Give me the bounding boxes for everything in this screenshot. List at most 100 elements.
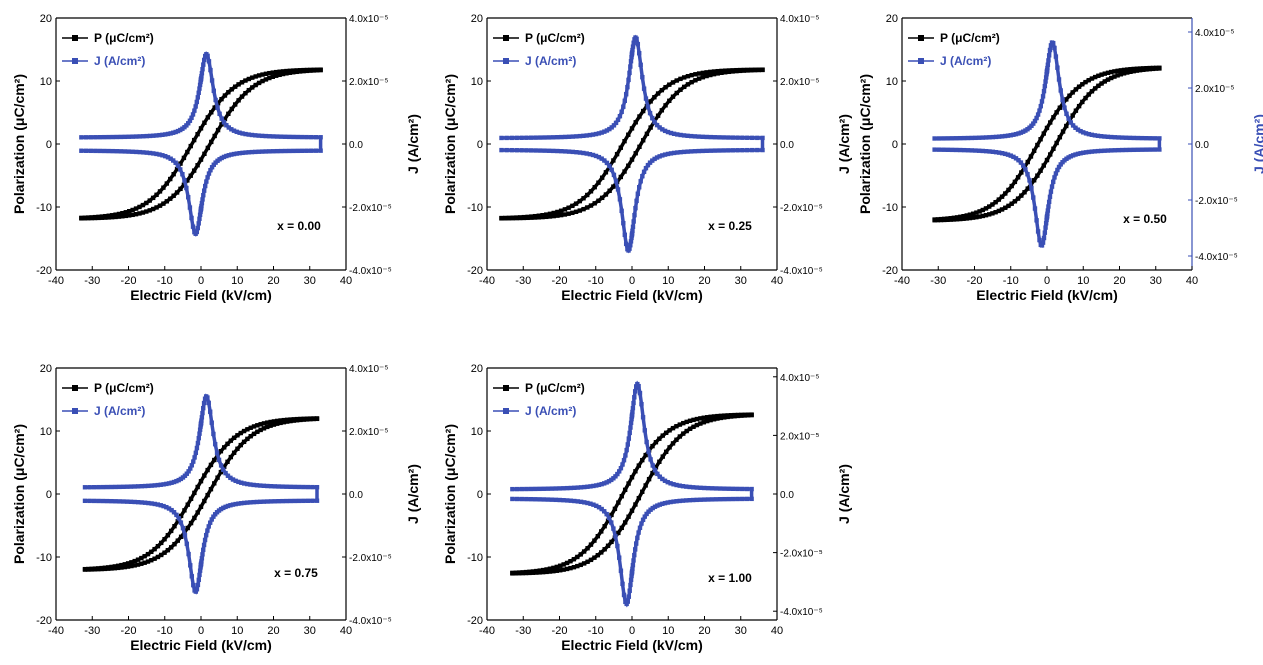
- current-point: [704, 134, 709, 140]
- polarization-point: [205, 115, 211, 120]
- current-point: [139, 484, 144, 489]
- polarization-point: [1035, 142, 1040, 148]
- polarization-point: [1070, 90, 1075, 95]
- current-point: [296, 498, 302, 504]
- polarization-point: [1064, 123, 1069, 129]
- polarization-point: [760, 67, 765, 72]
- polarization-point: [270, 74, 275, 79]
- x-tick-label: -10: [588, 625, 604, 637]
- polarization-point: [1038, 168, 1043, 173]
- polarization-point: [251, 431, 257, 437]
- polarization-point: [311, 416, 316, 421]
- current-point: [192, 108, 197, 113]
- current-point: [976, 148, 982, 153]
- polarization-point: [961, 214, 966, 219]
- current-point: [609, 520, 614, 525]
- current-point: [1089, 149, 1095, 154]
- current-point: [677, 483, 682, 488]
- polarization-point: [132, 558, 137, 564]
- polarization-point: [248, 434, 253, 439]
- polarization-point: [1038, 137, 1043, 142]
- current-point: [549, 497, 555, 502]
- polarization-point: [618, 174, 624, 180]
- current-point: [953, 147, 959, 153]
- polarization-point: [157, 189, 163, 194]
- current-point: [625, 599, 631, 604]
- current-point: [578, 499, 584, 505]
- current-point: [613, 474, 618, 479]
- current-point: [566, 149, 572, 154]
- current-point: [581, 150, 586, 156]
- current-point: [278, 148, 284, 154]
- current-point: [660, 127, 665, 132]
- current-point: [149, 483, 154, 488]
- current-point: [191, 582, 196, 588]
- current-point: [160, 132, 165, 138]
- polarization-point: [222, 464, 227, 470]
- current-point: [650, 463, 655, 468]
- current-point: [652, 119, 657, 125]
- polarization-point: [687, 418, 693, 423]
- current-point: [640, 517, 646, 523]
- y-tick-label: -20: [882, 265, 898, 277]
- legend-entry: P (μC/cm²): [525, 31, 585, 45]
- current-point: [242, 481, 247, 486]
- polarization-point: [547, 569, 553, 574]
- current-point: [1070, 123, 1076, 128]
- polarization-point: [219, 122, 224, 127]
- current-point: [305, 484, 311, 490]
- polarization-point: [1060, 129, 1066, 134]
- current-point: [1120, 147, 1125, 153]
- polarization-point: [205, 467, 210, 473]
- current-point: [647, 160, 653, 165]
- polarization-point: [618, 145, 624, 150]
- current-point: [193, 450, 199, 456]
- current-point: [629, 571, 635, 576]
- current-point: [1045, 208, 1051, 213]
- current-point: [499, 147, 504, 153]
- current-point: [624, 447, 629, 453]
- current-point: [1083, 150, 1089, 155]
- current-point: [295, 148, 300, 154]
- current-point: [538, 148, 543, 153]
- polarization-point: [314, 416, 320, 421]
- current-point: [93, 135, 98, 140]
- current-point: [637, 390, 643, 396]
- current-point: [634, 36, 639, 42]
- polarization-point: [700, 70, 706, 76]
- current-point: [570, 149, 576, 155]
- polarization-point: [185, 502, 190, 507]
- polarization-point: [958, 216, 963, 222]
- polarization-point: [1019, 193, 1024, 198]
- polarization-point: [263, 77, 269, 82]
- polarization-point: [152, 546, 157, 552]
- polarization-point: [142, 554, 147, 559]
- x-tick-label: -10: [157, 625, 173, 637]
- polarization-point: [195, 510, 200, 515]
- polarization-point: [670, 94, 676, 99]
- current-point: [265, 499, 270, 504]
- polarization-point: [667, 82, 672, 87]
- y2-tick-label: 2.0x10⁻⁵: [349, 427, 388, 438]
- current-point: [287, 134, 292, 140]
- current-point: [1098, 148, 1104, 154]
- polarization-point: [633, 151, 638, 156]
- current-point: [97, 148, 103, 154]
- polarization-point: [622, 520, 628, 525]
- polarization-point: [165, 547, 171, 553]
- current-point: [708, 148, 713, 153]
- polarization-point: [155, 554, 161, 560]
- polarization-point: [137, 211, 142, 216]
- current-point: [161, 482, 166, 487]
- current-point: [169, 507, 174, 513]
- x-axis-label: Electric Field (kV/cm): [561, 637, 703, 653]
- current-point: [630, 566, 635, 572]
- polarization-point: [520, 570, 525, 575]
- current-point: [1152, 147, 1158, 152]
- polarization-point: [277, 72, 282, 78]
- current-point: [604, 128, 610, 133]
- current-point: [643, 165, 649, 171]
- current-point: [88, 148, 93, 154]
- current-point: [607, 163, 612, 169]
- polarization-point: [287, 68, 293, 74]
